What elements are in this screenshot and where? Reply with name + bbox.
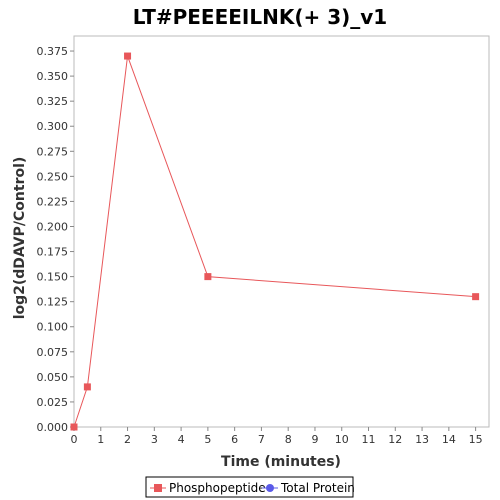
x-tick-label: 14	[442, 433, 456, 446]
x-tick-label: 9	[311, 433, 318, 446]
y-tick-label: 0.375	[37, 45, 69, 58]
y-tick-label: 0.150	[37, 271, 69, 284]
legend-label: Total Protein	[280, 481, 355, 495]
x-tick-label: 8	[285, 433, 292, 446]
x-tick-label: 1	[97, 433, 104, 446]
y-tick-label: 0.225	[37, 195, 69, 208]
y-tick-label: 0.200	[37, 220, 69, 233]
chart-title: LT#PEEEEILNK(+ 3)_v1	[133, 5, 387, 29]
legend-marker	[266, 484, 274, 492]
legend-marker	[154, 484, 162, 492]
x-tick-label: 10	[335, 433, 349, 446]
data-point	[70, 423, 78, 431]
legend-box	[145, 476, 354, 498]
plot-area	[73, 35, 490, 428]
y-tick-label: 0.325	[37, 95, 69, 108]
x-axis: 0 1 2 3 4 5 6 7 8 9 10 11 12 13 14 15	[71, 427, 483, 446]
y-axis-label: log2(dDAVP/Control)	[12, 157, 28, 320]
x-tick-label: 0	[71, 433, 78, 446]
x-tick-label: 3	[151, 433, 158, 446]
y-tick-label: 0.250	[37, 170, 69, 183]
data-point	[124, 52, 132, 60]
y-tick-label: 0.275	[37, 145, 69, 158]
legend-label: Phosphopeptide	[169, 481, 266, 495]
y-tick-label: 0.025	[37, 396, 69, 409]
data-point	[472, 293, 480, 301]
x-tick-label: 6	[231, 433, 238, 446]
x-tick-label: 2	[124, 433, 131, 446]
y-tick-label: 0.125	[37, 296, 69, 309]
series-layer	[70, 52, 480, 431]
data-point	[204, 273, 212, 281]
data-point	[83, 383, 91, 391]
y-tick-label: 0.300	[37, 120, 69, 133]
x-tick-label: 13	[415, 433, 429, 446]
y-tick-label: 0.175	[37, 246, 69, 259]
y-tick-label: 0.075	[37, 346, 69, 359]
x-tick-label: 7	[258, 433, 265, 446]
legend: Phosphopeptide Total Protein	[145, 476, 355, 498]
y-axis: 0.000 0.025 0.050 0.075 0.100 0.125 0.150 0.175…	[37, 45, 74, 434]
y-tick-label: 0.000	[37, 421, 69, 434]
x-tick-label: 11	[362, 433, 376, 446]
y-tick-label: 0.050	[37, 371, 69, 384]
x-axis-label: Time (minutes)	[221, 454, 341, 470]
x-tick-label: 12	[388, 433, 402, 446]
x-tick-label: 15	[469, 433, 483, 446]
y-tick-label: 0.100	[37, 321, 69, 334]
x-tick-label: 4	[178, 433, 185, 446]
x-tick-label: 5	[204, 433, 211, 446]
y-tick-label: 0.350	[37, 70, 69, 83]
